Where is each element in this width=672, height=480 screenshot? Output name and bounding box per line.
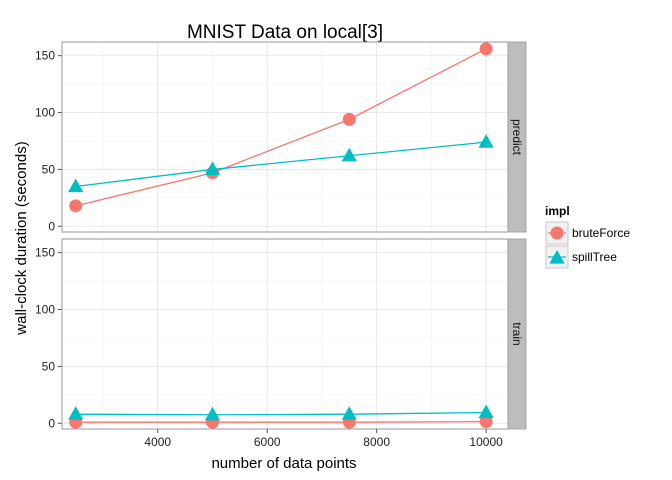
data-point-spilltree-train [204,406,221,421]
series-line-spilltree-train [75,411,487,416]
legend: impl bruteForce spillTree [545,204,630,269]
facet-panels: 0 50 100 150 predict 0 50 100 150 train 4000 6000 80… [35,41,527,449]
panel-train-y-tick-label: 50 [42,359,56,373]
legend-label-spilltree: spillTree [572,250,617,264]
x-tick-label: 10000 [469,435,503,449]
panel-train-background [62,239,508,429]
data-point-spilltree-predict [68,178,84,193]
series-line-bruteforce-train [75,420,487,423]
data-point-bruteforce-predict [342,112,356,126]
x-tick-label: 6000 [254,435,281,449]
legend-title: impl [545,204,570,218]
data-point-spilltree-predict [478,134,494,148]
x-tick-label: 8000 [363,435,390,449]
data-point-spilltree-train [478,404,494,419]
panel-train-y-tick-label: 150 [35,246,55,260]
chart-title: MNIST Data on local[3] [187,22,383,43]
panel-predict-background [62,42,508,232]
series-line-spilltree-predict [75,141,487,188]
panel-train-y-tick-label: 100 [35,303,55,317]
facet-strip-label-predict: predict [510,119,524,156]
panel-predict-y-tick-label: 0 [48,219,55,233]
panel-train-y-tick-label: 0 [48,416,55,430]
x-tick-label: 4000 [144,435,171,449]
data-point-bruteforce-train [479,415,493,429]
panel-predict-y-tick-label: 100 [35,106,55,120]
facet-strip-predict [507,41,527,233]
panel-predict-y-tick-label: 150 [35,49,55,63]
facet-strip-label-train: train [510,322,524,345]
x-axis-title: number of data points [211,455,356,472]
legend-marker-spilltree [549,250,565,264]
data-point-spilltree-train [68,406,84,420]
y-axis-title: wall-clock duration (seconds) [13,141,30,335]
data-point-bruteforce-predict [479,42,493,56]
series-line-bruteforce-predict [75,48,487,207]
panel-predict-y-tick-label: 50 [42,162,56,176]
data-point-spilltree-predict [204,161,221,176]
data-point-spilltree-predict [341,147,357,162]
data-point-bruteforce-predict [69,199,83,213]
legend-label-bruteforce: bruteForce [572,226,630,240]
facet-strip-train [507,238,527,430]
legend-marker-bruteforce [550,226,564,240]
data-point-spilltree-train [341,406,357,420]
